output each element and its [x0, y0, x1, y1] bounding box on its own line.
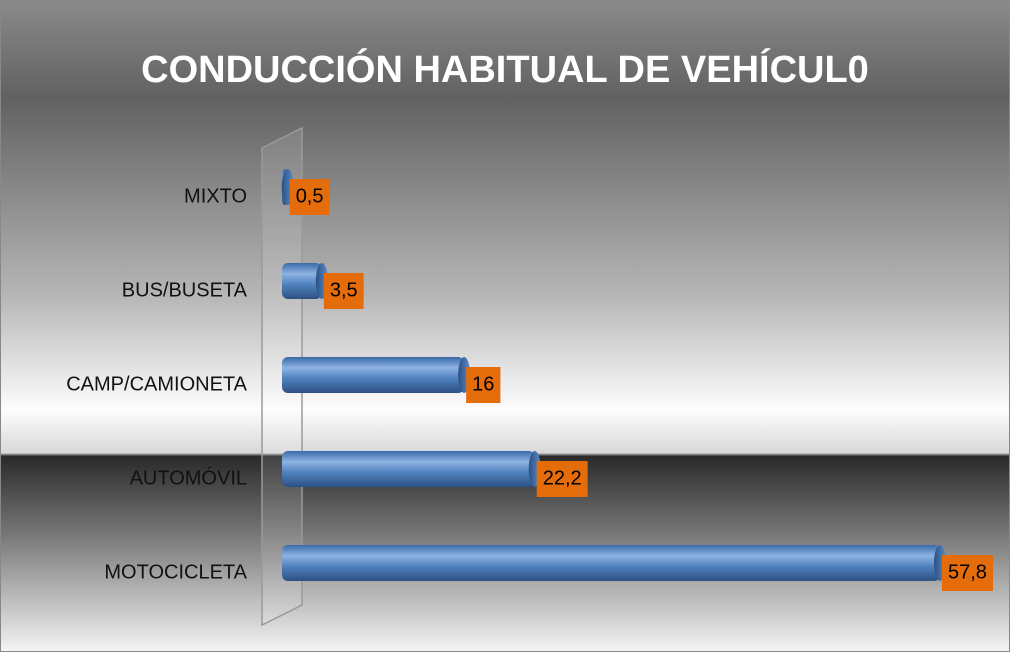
- value-label: 57,8: [948, 561, 987, 583]
- value-label-box: [323, 273, 364, 309]
- bar: [282, 451, 535, 487]
- value-label: 0,5: [296, 185, 324, 207]
- chart-title: CONDUCCIÓN HABITUAL DE VEHÍCUL0: [141, 47, 869, 91]
- y-tick-label: CAMP/CAMIONETA: [66, 373, 247, 395]
- value-label-box: [289, 179, 330, 215]
- y-tick-label: AUTOMÓVIL: [130, 466, 247, 489]
- value-label: 16: [472, 373, 494, 395]
- value-label-box: [466, 367, 501, 403]
- value-label: 22,2: [543, 467, 582, 489]
- bar: [282, 357, 465, 393]
- value-label: 3,5: [330, 279, 358, 301]
- value-label-box: [536, 461, 588, 497]
- y-tick-label: BUS/BUSETA: [122, 279, 248, 301]
- bar: [282, 545, 940, 581]
- y-tick-label: MOTOCICLETA: [104, 561, 247, 583]
- y-tick-label: MIXTO: [184, 185, 247, 207]
- value-label-box: [942, 555, 993, 591]
- bar: [282, 263, 322, 299]
